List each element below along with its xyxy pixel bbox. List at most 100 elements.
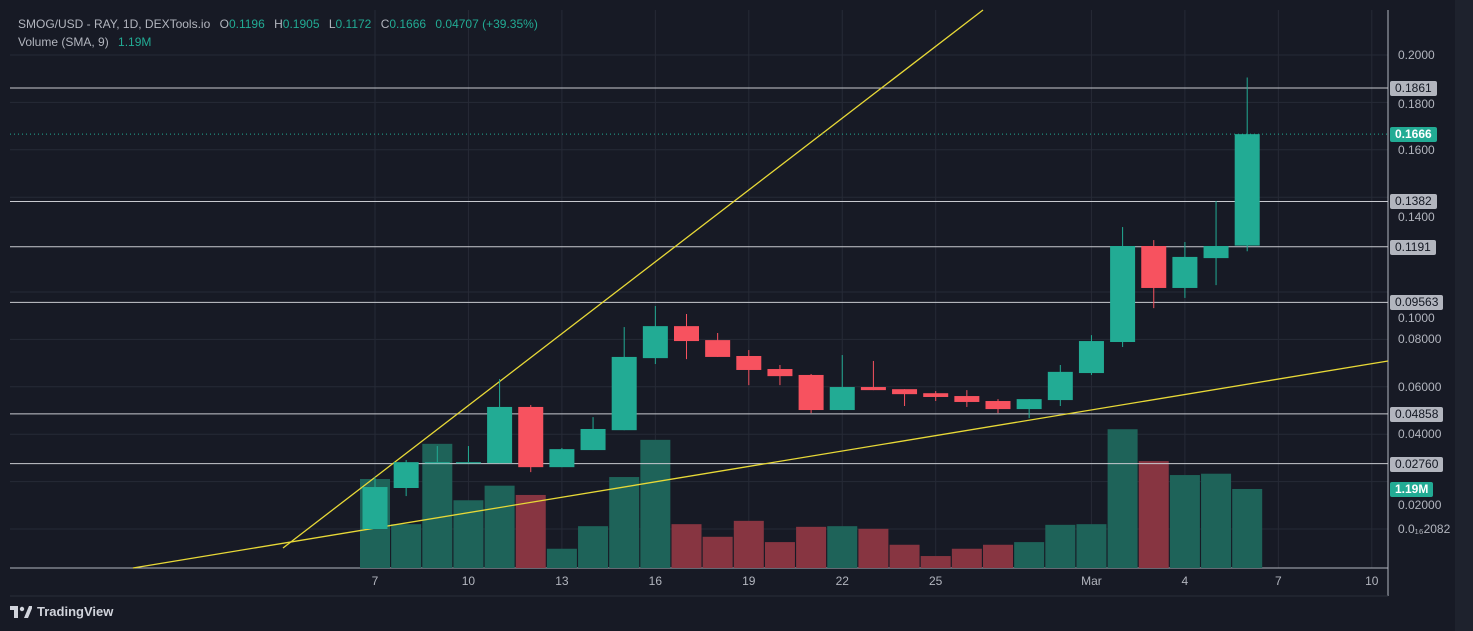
volume-bar (391, 524, 422, 568)
candle[interactable] (954, 390, 980, 407)
time-tick-label: 13 (555, 574, 569, 588)
candle[interactable] (829, 355, 855, 411)
candle[interactable] (767, 364, 793, 386)
candle[interactable] (1234, 77, 1260, 252)
candle-body (829, 387, 855, 411)
candle-body (1047, 371, 1073, 401)
candle[interactable] (860, 360, 886, 391)
candle[interactable] (1047, 364, 1073, 406)
ohlc-legend: SMOG/USD - RAY, 1D, DEXTools.io O0.1196 … (18, 17, 538, 31)
candle[interactable] (798, 374, 824, 414)
volume-title[interactable]: Volume (SMA, 9) (18, 35, 109, 49)
time-tick-label: 7 (371, 574, 379, 588)
volume-bar (609, 477, 640, 568)
candle-body (642, 326, 668, 359)
price-tick-label: 0.02000 (1398, 497, 1442, 512)
tradingview-logo[interactable]: TradingView (10, 604, 113, 619)
candle-body (1203, 246, 1229, 259)
candle[interactable] (923, 391, 949, 402)
candle-body (424, 462, 450, 464)
candle[interactable] (518, 405, 544, 473)
volume-bar (1201, 473, 1232, 568)
volume-bar (578, 526, 609, 568)
volume-legend: Volume (SMA, 9) 1.19M (18, 35, 151, 49)
candle[interactable] (549, 447, 575, 468)
close-value: 0.1666 (389, 17, 427, 31)
volume-bar (1107, 429, 1138, 568)
time-tick-label: 10 (461, 574, 476, 588)
time-tick-label: 7 (1275, 574, 1282, 588)
time-tick-label: 19 (742, 574, 756, 588)
volume-bar (484, 485, 515, 568)
candle-body (767, 369, 793, 377)
candle[interactable] (674, 314, 699, 360)
volume-bar (1014, 542, 1045, 568)
candle-body (393, 462, 419, 488)
volume-bar (702, 536, 733, 568)
volume-bar (422, 443, 453, 568)
price-tick-label: 0.06000 (1398, 379, 1442, 394)
volume-value-label: 1.19M (1390, 481, 1434, 497)
horizontal-levels (10, 87, 1388, 465)
candle-body (580, 428, 606, 451)
horizontal-level-label: 0.1861 (1390, 80, 1437, 96)
candle[interactable] (1110, 227, 1136, 347)
candle[interactable] (362, 477, 388, 529)
candle[interactable] (642, 305, 668, 365)
candle[interactable] (705, 333, 731, 357)
volume-bar (671, 524, 702, 568)
horizontal-level-label: 0.04858 (1390, 406, 1444, 422)
volume-value: 1.19M (118, 35, 152, 49)
candle[interactable] (1078, 335, 1104, 375)
volume-bar (515, 494, 546, 568)
volume-bar (1076, 524, 1107, 568)
candle-body (1016, 399, 1042, 410)
candle[interactable] (1016, 399, 1042, 419)
trendline-steep[interactable] (282, 9, 984, 549)
candle[interactable] (892, 389, 918, 406)
time-tick-label: 4 (1181, 574, 1189, 588)
price-tick-label: 0.1600 (1398, 143, 1435, 158)
candle-body (736, 355, 762, 370)
volume-bar (920, 556, 951, 568)
volume-bar (889, 544, 920, 568)
candle[interactable] (736, 350, 762, 386)
horizontal-level-label: 0.1382 (1390, 194, 1437, 210)
symbol-title[interactable]: SMOG/USD - RAY, 1D, DEXTools.io (18, 17, 211, 31)
open-value: 0.1196 (228, 17, 265, 31)
candle-body (923, 393, 949, 397)
candle[interactable] (611, 327, 637, 431)
volume-bar (951, 548, 982, 568)
candle[interactable] (1203, 200, 1229, 286)
candle[interactable] (580, 417, 606, 451)
candle-body (611, 356, 637, 431)
time-tick-label: Mar (1081, 574, 1102, 588)
candle[interactable] (1141, 240, 1167, 309)
candle-body (892, 389, 918, 395)
volume-bar (1232, 488, 1263, 568)
open-label: O (219, 17, 229, 31)
time-tick-label: 10 (1365, 574, 1379, 588)
candle[interactable] (487, 378, 513, 464)
time-tick-label: 25 (929, 574, 943, 588)
volume-bar (640, 439, 671, 568)
right-toolbar-strip (1455, 0, 1473, 631)
candle[interactable] (424, 446, 450, 464)
candle[interactable] (393, 460, 419, 497)
price-tick-label: 0.2000 (1398, 48, 1435, 62)
low-label: L (328, 17, 336, 31)
price-tick-label: 0.0₁₆2082 (1398, 521, 1451, 536)
candle[interactable] (1172, 241, 1198, 298)
horizontal-level-label: 0.02760 (1390, 456, 1444, 472)
volume-bar (546, 548, 577, 568)
candle-body (674, 326, 699, 342)
candle[interactable] (455, 446, 481, 464)
candle-body (518, 406, 544, 468)
candle-body (455, 462, 481, 464)
volume-bar (1045, 524, 1076, 568)
candle-body (1078, 341, 1104, 374)
trendline-support[interactable] (132, 360, 1389, 569)
candle-body (705, 340, 731, 357)
candle[interactable] (985, 399, 1011, 414)
